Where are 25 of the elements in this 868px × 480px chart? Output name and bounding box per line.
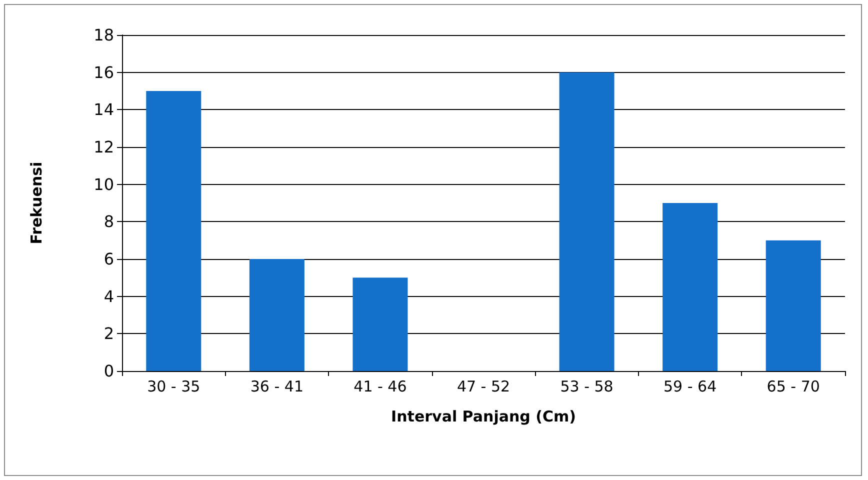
- x-tick-label: 53 - 58: [560, 378, 614, 396]
- y-tick-label: 6: [104, 250, 114, 268]
- x-tick-label: 65 - 70: [766, 378, 820, 396]
- bar: [249, 259, 304, 371]
- x-tick-label: 59 - 64: [664, 378, 717, 396]
- y-tick-label: 8: [104, 212, 114, 232]
- y-tick-label: 2: [104, 324, 114, 344]
- y-axis-title: Frekuensi: [28, 162, 46, 244]
- bar: [766, 240, 821, 371]
- y-tick-label: 12: [94, 138, 114, 156]
- bar: [662, 203, 718, 371]
- y-tick-label: 18: [94, 26, 114, 44]
- y-tick-label: 10: [94, 174, 114, 194]
- y-tick-label: 14: [94, 100, 114, 120]
- bar: [146, 91, 202, 371]
- y-tick-label: 4: [104, 286, 114, 306]
- x-tick-label: 30 - 35: [147, 378, 200, 396]
- bar: [559, 72, 614, 371]
- y-tick-label: 0: [104, 362, 114, 380]
- x-axis-title: Interval Panjang (Cm): [391, 408, 576, 426]
- y-tick-label: 16: [94, 62, 114, 82]
- x-tick-label: 41 - 46: [354, 378, 407, 396]
- x-tick-label: 47 - 52: [456, 378, 510, 396]
- x-tick-label: 36 - 41: [250, 378, 304, 396]
- bar: [352, 278, 408, 371]
